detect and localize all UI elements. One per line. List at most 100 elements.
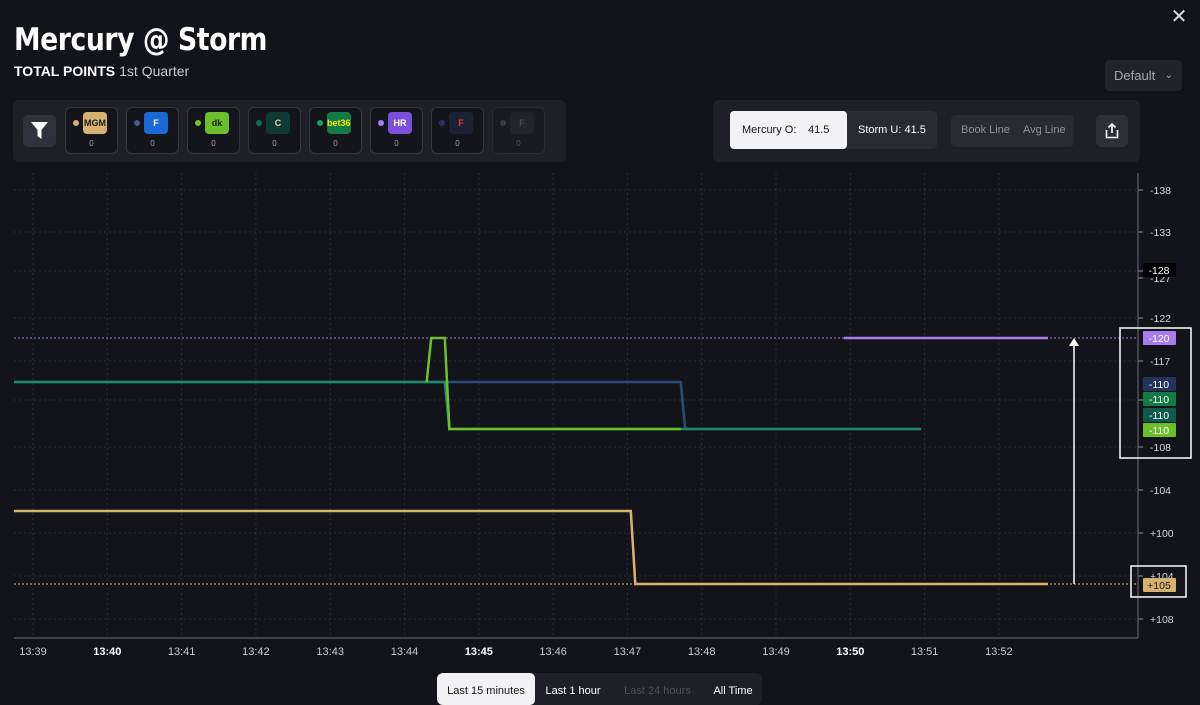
price-label: -128 bbox=[1148, 265, 1169, 277]
side-option-over-label: Mercury O: bbox=[742, 124, 797, 136]
view-select[interactable]: Default ⌄ bbox=[1105, 60, 1182, 91]
series-line bbox=[14, 509, 1048, 586]
range-last-24-hours: Last 24 hours bbox=[624, 685, 691, 697]
x-tick-label: 13:50 bbox=[836, 646, 864, 658]
book-odds: 0 bbox=[211, 139, 216, 148]
series-line bbox=[14, 380, 921, 431]
x-tick-label: 13:44 bbox=[391, 646, 419, 658]
market-subtitle: TOTAL POINTS 1st Quarter bbox=[14, 63, 189, 79]
book-color-dot bbox=[195, 120, 201, 126]
range-all-time[interactable]: All Time bbox=[713, 685, 753, 697]
book-logo-icon: bet365 bbox=[327, 112, 351, 134]
close-button[interactable]: ✕ bbox=[1168, 6, 1190, 28]
x-tick-label: 13:51 bbox=[911, 646, 939, 658]
y-tick-label: -117 bbox=[1150, 356, 1170, 368]
book-logo-icon: C bbox=[266, 112, 290, 134]
x-tick-label: 13:46 bbox=[539, 646, 567, 658]
avg-line-button[interactable]: Avg Line bbox=[1023, 124, 1066, 136]
price-label-bg bbox=[1143, 392, 1176, 406]
price-label-bg bbox=[1143, 377, 1176, 391]
filter-button[interactable] bbox=[23, 115, 56, 147]
book-color-dot bbox=[500, 120, 506, 126]
price-label-bg bbox=[1143, 408, 1176, 422]
book-color-dot bbox=[256, 120, 262, 126]
book-odds: 0 bbox=[455, 139, 460, 148]
filter-icon bbox=[31, 122, 48, 139]
book-logo-icon: HR bbox=[388, 112, 412, 134]
book-color-dot bbox=[378, 120, 384, 126]
range-last-15-minutes[interactable]: Last 15 minutes bbox=[437, 673, 535, 705]
book-betmgm[interactable]: MGM 0 bbox=[65, 107, 118, 154]
book-logo-icon: F bbox=[144, 112, 168, 134]
price-label: +105 bbox=[1147, 580, 1171, 592]
book-odds: 0 bbox=[272, 139, 277, 148]
x-tick-label: 13:49 bbox=[762, 646, 790, 658]
book-color-dot bbox=[134, 120, 140, 126]
side-option-over[interactable]: Mercury O: 41.5 bbox=[730, 111, 847, 149]
book-odds: 0 bbox=[516, 139, 521, 148]
page-title: Mercury @ Storm bbox=[14, 22, 268, 58]
series-line bbox=[14, 380, 921, 431]
book-color-dot bbox=[439, 120, 445, 126]
book-logo-icon: dk bbox=[205, 112, 229, 134]
book-logo-icon: MGM bbox=[83, 112, 107, 134]
share-icon bbox=[1105, 123, 1119, 139]
x-tick-label: 13:39 bbox=[19, 646, 47, 658]
book-draftkings[interactable]: dk 0 bbox=[187, 107, 240, 154]
book-odds: 0 bbox=[89, 139, 94, 148]
book-odds: 0 bbox=[394, 139, 399, 148]
side-option-under[interactable]: Storm U: 41.5 bbox=[858, 124, 926, 136]
y-tick-label: +108 bbox=[1150, 614, 1174, 626]
price-label: -110 bbox=[1149, 425, 1169, 437]
x-tick-label: 13:40 bbox=[93, 646, 121, 658]
close-icon: ✕ bbox=[1170, 6, 1188, 28]
book-logo-icon: F bbox=[449, 112, 473, 134]
x-tick-label: 13:42 bbox=[242, 646, 270, 658]
view-select-value: Default bbox=[1114, 68, 1156, 83]
price-label: -110 bbox=[1149, 394, 1169, 406]
book-bet365[interactable]: bet365 0 bbox=[309, 107, 362, 154]
range-last-1-hour[interactable]: Last 1 hour bbox=[545, 685, 601, 697]
line-toggle: Book Line Avg Line bbox=[951, 115, 1074, 147]
x-tick-label: 13:48 bbox=[688, 646, 716, 658]
move-arrow-head bbox=[1069, 338, 1079, 346]
x-tick-label: 13:43 bbox=[316, 646, 344, 658]
y-tick-label: -138 bbox=[1150, 185, 1171, 197]
period-label: 1st Quarter bbox=[119, 63, 190, 79]
range-selector: Last 15 minutes Last 1 hour Last 24 hours A… bbox=[437, 673, 762, 705]
price-label: -110 bbox=[1149, 410, 1169, 422]
chevron-down-icon: ⌄ bbox=[1164, 70, 1173, 81]
x-tick-label: 13:47 bbox=[614, 646, 642, 658]
price-label: -120 bbox=[1148, 333, 1169, 345]
market-label: TOTAL POINTS bbox=[14, 63, 116, 79]
x-tick-label: 13:52 bbox=[985, 646, 1013, 658]
odds-chart: 13:39 13:40 13:41 13:42 13:43 13:44 13:45 13:46… bbox=[14, 173, 1192, 658]
highlight-box-over bbox=[1119, 327, 1192, 459]
price-label-bg bbox=[1143, 423, 1176, 437]
side-option-over-value: 41.5 bbox=[808, 124, 830, 136]
price-label: -110 bbox=[1149, 379, 1169, 391]
book-odds: 0 bbox=[333, 139, 338, 148]
book-color-dot bbox=[73, 120, 79, 126]
side-toggle: Mercury O: 41.5 Storm U: 41.5 bbox=[730, 111, 937, 149]
highlight-box-under bbox=[1130, 565, 1187, 598]
share-button[interactable] bbox=[1096, 115, 1128, 147]
sportsbook-bar: MGM0F0dk0C0bet3650HR0F0F0 bbox=[13, 100, 566, 162]
y-tick-label: -122 bbox=[1150, 313, 1171, 325]
y-tick-label: -133 bbox=[1150, 227, 1171, 239]
x-tick-label: 13:41 bbox=[168, 646, 196, 658]
y-tick-label: -104 bbox=[1150, 485, 1171, 497]
side-controls: Mercury O: 41.5 Storm U: 41.5 Book Line … bbox=[713, 100, 1140, 162]
series-line bbox=[425, 336, 681, 431]
price-label-bg bbox=[1143, 331, 1176, 345]
price-label-bg bbox=[1143, 578, 1176, 592]
y-tick-label: +100 bbox=[1150, 528, 1174, 540]
book-hard-rock-bet[interactable]: HR 0 bbox=[370, 107, 423, 154]
x-tick-label: 13:45 bbox=[465, 646, 493, 658]
book-color-dot bbox=[317, 120, 323, 126]
book-line-button[interactable]: Book Line bbox=[961, 124, 1010, 136]
